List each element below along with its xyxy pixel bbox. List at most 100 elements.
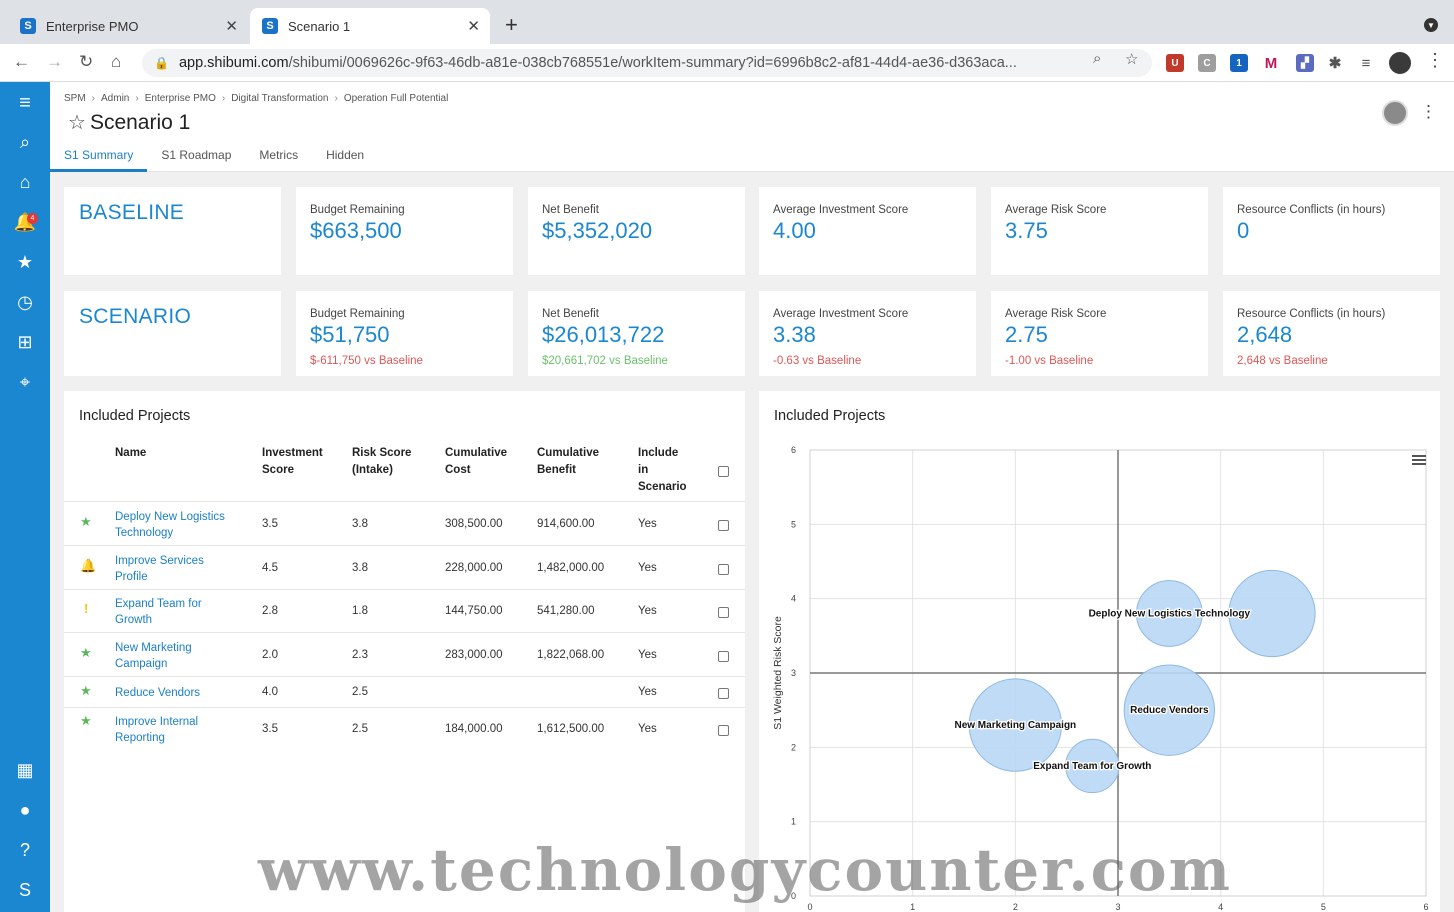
breadcrumb-item[interactable]: Operation Full Potential xyxy=(343,93,449,104)
metric-label: Average Investment Score xyxy=(773,204,909,216)
row-checkbox[interactable] xyxy=(718,520,729,531)
tab-s1-summary[interactable]: S1 Summary xyxy=(50,138,148,172)
tab-hidden[interactable]: Hidden xyxy=(326,148,365,162)
hierarchy-icon[interactable]: ⊞ xyxy=(17,332,33,352)
reload-icon[interactable]: ↻ xyxy=(79,52,94,71)
chart-menu-icon[interactable] xyxy=(1412,455,1426,465)
extension-window-icon[interactable]: ▞ xyxy=(1296,54,1314,72)
tab-search-icon[interactable]: ▼ xyxy=(1424,18,1438,32)
col-header-cost[interactable]: Cumulative Cost xyxy=(445,445,507,479)
row-checkbox[interactable] xyxy=(718,688,729,699)
star-icon: ★ xyxy=(80,683,92,698)
clock-icon[interactable]: ◷ xyxy=(17,292,33,312)
help-icon[interactable]: ? xyxy=(19,840,30,860)
table-row[interactable]: ★ New Marketing Campaign 2.0 2.3 283,000… xyxy=(64,632,745,676)
extension-one-icon[interactable]: 1 xyxy=(1230,54,1248,72)
close-tab-icon[interactable]: ✕ xyxy=(225,18,238,35)
col-header-line: Investment xyxy=(262,447,323,459)
select-all-checkbox[interactable] xyxy=(718,466,729,477)
investment-score-cell: 3.5 xyxy=(262,518,278,530)
project-name-link[interactable]: Reduce Vendors xyxy=(115,685,245,701)
row-checkbox[interactable] xyxy=(718,651,729,662)
project-name-link[interactable]: Improve Internal Reporting xyxy=(115,714,245,746)
forward-icon[interactable]: → xyxy=(46,52,63,71)
row-checkbox[interactable] xyxy=(718,725,729,736)
more-options-icon[interactable]: ⋮ xyxy=(1420,102,1437,121)
bubble-point[interactable] xyxy=(1228,569,1316,658)
browser-tab-scenario-1[interactable]: S Scenario 1 ✕ xyxy=(250,8,490,44)
compass-icon[interactable]: ⌖ xyxy=(19,372,31,392)
row-checkbox[interactable] xyxy=(718,607,729,618)
menu-icon[interactable]: ≡ xyxy=(19,92,31,114)
search-icon[interactable]: ⌕ xyxy=(19,132,31,152)
project-name-link[interactable]: New Marketing Campaign xyxy=(115,640,245,672)
watermark-text: www.technologycounter.com xyxy=(258,836,1232,904)
avatar[interactable] xyxy=(1382,100,1408,126)
table-row[interactable]: 🔔 Improve Services Profile 4.5 3.8 228,0… xyxy=(64,545,745,589)
baseline-budget-card: Budget Remaining $663,500 xyxy=(296,187,513,275)
star-icon[interactable]: ★ xyxy=(16,252,34,272)
tab-s1-roadmap[interactable]: S1 Roadmap xyxy=(161,148,232,162)
breadcrumb-item[interactable]: Admin xyxy=(101,93,130,104)
extension-css-icon[interactable]: C xyxy=(1198,54,1216,72)
shibumi-logo-icon[interactable]: S xyxy=(18,880,31,900)
bell-icon[interactable]: 🔔 xyxy=(13,212,37,232)
browser-tab-enterprise-pmo[interactable]: S Enterprise PMO ✕ xyxy=(8,8,248,44)
reading-list-icon[interactable]: ≡ xyxy=(1357,54,1375,72)
extensions-puzzle-icon[interactable]: ✱ xyxy=(1326,54,1344,72)
metric-value: 4.00 xyxy=(773,218,816,243)
bubble-point[interactable] xyxy=(1135,580,1203,647)
include-cell: Yes xyxy=(638,562,657,574)
metric-label: Net Benefit xyxy=(542,204,599,216)
baseline-label-card: BASELINE xyxy=(64,187,281,275)
address-bar[interactable]: 🔒 app.shibumi.com /shibumi/0069626c-9f63… xyxy=(142,49,1152,77)
y-tick-label: 4 xyxy=(791,594,796,604)
breadcrumb-item[interactable]: SPM xyxy=(64,93,86,104)
table-row[interactable]: ★ Reduce Vendors 4.0 2.5 Yes xyxy=(64,676,745,707)
col-header-line: Risk Score xyxy=(352,447,412,459)
breadcrumb-item[interactable]: Enterprise PMO xyxy=(144,93,216,104)
col-header-investment[interactable]: Investment Score xyxy=(262,445,323,479)
home-browser-icon[interactable]: ⌂ xyxy=(111,52,122,71)
col-header-include[interactable]: Include in Scenario xyxy=(638,445,687,496)
extension-m-icon[interactable]: M xyxy=(1262,54,1280,72)
cumulative-cost-cell: 144,750.00 xyxy=(445,605,503,617)
bubble-point[interactable] xyxy=(1123,664,1216,756)
back-icon[interactable]: ← xyxy=(13,52,30,71)
tab-metrics[interactable]: Metrics xyxy=(259,148,299,162)
col-header-risk[interactable]: Risk Score (Intake) xyxy=(352,445,411,479)
project-name-link[interactable]: Deploy New Logistics Technology xyxy=(115,509,245,541)
breadcrumb-item[interactable]: Digital Transformation xyxy=(231,93,329,104)
zoom-icon[interactable]: ⌕ xyxy=(1093,50,1102,67)
metric-value: 3.75 xyxy=(1005,218,1048,243)
bubble-point[interactable] xyxy=(968,678,1063,772)
home-icon[interactable]: ⌂ xyxy=(19,172,31,192)
project-name-link[interactable]: Expand Team for Growth xyxy=(115,596,245,628)
favorite-star-icon[interactable]: ☆ xyxy=(68,112,86,134)
table-row[interactable]: ★ Improve Internal Reporting 3.5 2.5 184… xyxy=(64,707,745,751)
table-row[interactable]: ! Expand Team for Growth 2.8 1.8 144,750… xyxy=(64,589,745,632)
building-icon[interactable]: ▦ xyxy=(16,760,34,780)
investment-score-cell: 2.8 xyxy=(262,605,278,617)
table-title: Included Projects xyxy=(79,408,191,424)
row-checkbox[interactable] xyxy=(718,564,729,575)
metric-value: $51,750 xyxy=(310,322,390,347)
table-row[interactable]: ★ Deploy New Logistics Technology 3.5 3.… xyxy=(64,501,745,545)
cumulative-benefit-cell: 1,822,068.00 xyxy=(537,649,605,661)
user-icon[interactable]: ● xyxy=(19,800,31,820)
browser-menu-icon[interactable]: ⋮ xyxy=(1426,50,1444,70)
risk-score-cell: 2.5 xyxy=(352,723,368,735)
exclamation-icon: ! xyxy=(84,601,89,616)
project-name-link[interactable]: Improve Services Profile xyxy=(115,553,245,585)
page-title: Scenario 1 xyxy=(89,110,191,134)
browser-profile-avatar[interactable] xyxy=(1389,52,1411,74)
bell-icon: 🔔 xyxy=(80,558,97,573)
bookmark-star-icon[interactable]: ☆ xyxy=(1125,51,1139,68)
new-tab-icon[interactable]: + xyxy=(505,12,518,37)
col-header-line: Cumulative xyxy=(445,447,507,459)
close-tab-icon[interactable]: ✕ xyxy=(467,18,480,35)
col-header-name[interactable]: Name xyxy=(115,445,146,462)
extension-ublock-icon[interactable]: U xyxy=(1166,54,1184,72)
bubble-point[interactable] xyxy=(1065,738,1120,794)
col-header-benefit[interactable]: Cumulative Benefit xyxy=(537,445,599,479)
